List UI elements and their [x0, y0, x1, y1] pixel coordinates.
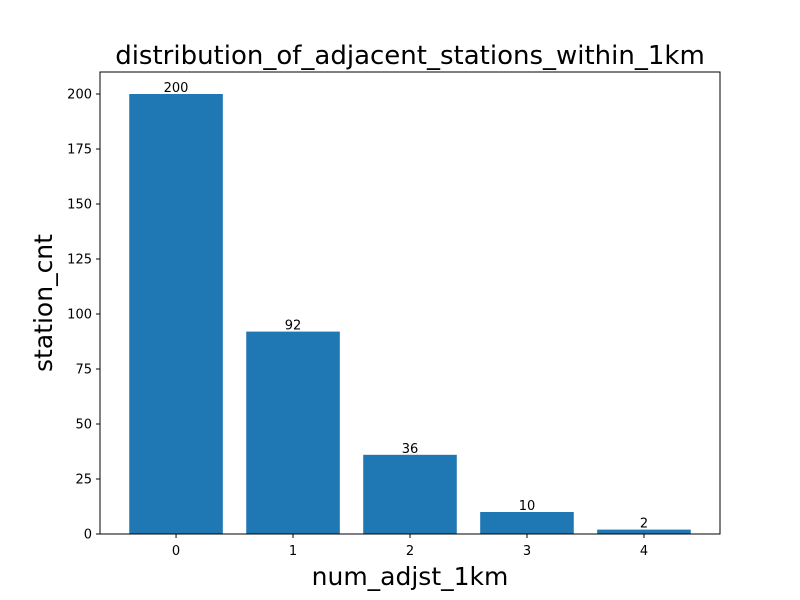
data-label-0: 200 [164, 81, 189, 96]
data-label-4: 2 [640, 517, 648, 532]
chart-title: distribution_of_adjacent_stations_within… [115, 41, 705, 71]
x-tick-label-0: 0 [172, 544, 180, 559]
data-label-3: 10 [519, 499, 536, 514]
y-tick-label-150: 150 [67, 198, 92, 213]
y-tick-label-100: 100 [67, 308, 92, 323]
x-axis-label: num_adjst_1km [312, 562, 509, 591]
y-tick-label-50: 50 [75, 418, 92, 433]
data-label-2: 36 [402, 442, 419, 457]
x-tick-label-1: 1 [289, 544, 297, 559]
y-axis-ticks: 0 25 50 75 100 125 150 175 200 [67, 88, 100, 543]
y-axis-label: station_cnt [29, 234, 58, 372]
x-axis-ticks: 0 1 2 3 4 [172, 534, 648, 559]
x-tick-label-3: 3 [523, 544, 531, 559]
x-tick-label-4: 4 [640, 544, 648, 559]
bar-0 [129, 94, 223, 534]
bar-2 [363, 454, 457, 534]
bar-3 [480, 512, 574, 534]
bar-4 [597, 529, 691, 534]
x-tick-label-2: 2 [406, 544, 414, 559]
bar-1 [246, 331, 340, 534]
y-tick-label-25: 25 [75, 473, 92, 488]
y-tick-label-0: 0 [84, 528, 92, 543]
data-label-1: 92 [285, 319, 302, 334]
data-labels-group: 200 92 36 10 2 [164, 81, 648, 532]
bars-group [129, 94, 691, 534]
y-tick-label-175: 175 [67, 143, 92, 158]
y-tick-label-75: 75 [75, 363, 92, 378]
y-tick-label-200: 200 [67, 88, 92, 103]
y-tick-label-125: 125 [67, 253, 92, 268]
